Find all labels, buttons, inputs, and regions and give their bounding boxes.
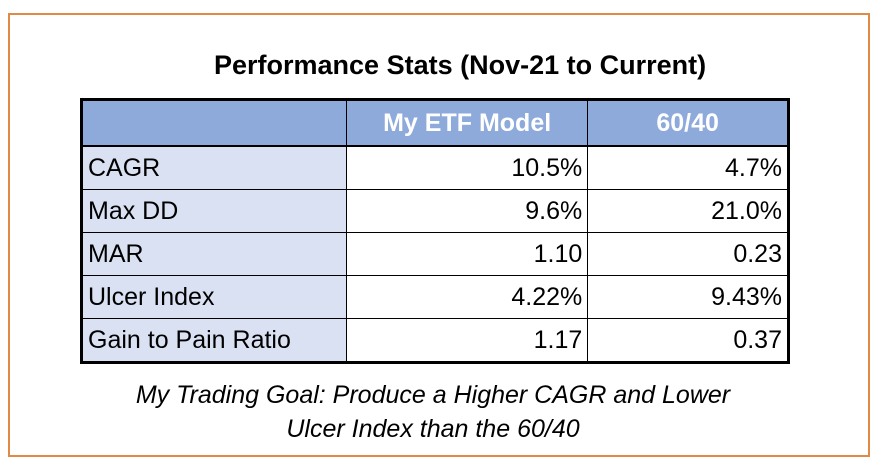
performance-stats-table: My ETF Model 60/40 CAGR 10.5% 4.7% Max D… xyxy=(80,98,790,364)
benchmark-value: 4.7% xyxy=(587,145,789,190)
header-my-etf-model: My ETF Model xyxy=(346,99,589,147)
header-60-40: 60/40 xyxy=(587,99,789,147)
table-header-row: My ETF Model 60/40 xyxy=(80,99,789,147)
header-blank xyxy=(80,99,348,147)
benchmark-value: 0.23 xyxy=(587,232,789,276)
goal-line-2: Ulcer Index than the 60/40 xyxy=(286,415,580,443)
row-label: MAR xyxy=(80,232,348,276)
table-row-ulcer-index: Ulcer Index 4.22% 9.43% xyxy=(80,275,789,319)
table-row-gain-to-pain: Gain to Pain Ratio 1.17 0.37 xyxy=(80,318,789,363)
model-value: 9.6% xyxy=(346,189,589,233)
table-row-max-dd: Max DD 9.6% 21.0% xyxy=(80,189,789,233)
table-row-mar: MAR 1.10 0.23 xyxy=(80,232,789,276)
table-row-cagr: CAGR 10.5% 4.7% xyxy=(80,145,789,190)
model-value: 4.22% xyxy=(346,275,589,319)
benchmark-value: 21.0% xyxy=(587,189,789,233)
row-label: Ulcer Index xyxy=(80,275,348,319)
model-value: 1.10 xyxy=(346,232,589,276)
row-label: Max DD xyxy=(80,189,348,233)
stats-title: Performance Stats (Nov-21 to Current) xyxy=(214,50,707,80)
goal-line-1: My Trading Goal: Produce a Higher CAGR a… xyxy=(135,381,731,409)
row-label: Gain to Pain Ratio xyxy=(80,318,348,363)
row-label: CAGR xyxy=(80,145,348,190)
benchmark-value: 9.43% xyxy=(587,275,789,319)
model-value: 1.17 xyxy=(346,318,589,363)
model-value: 10.5% xyxy=(346,145,589,190)
trading-goal-caption: My Trading Goal: Produce a Higher CAGR a… xyxy=(0,378,866,446)
benchmark-value: 0.37 xyxy=(587,318,789,363)
